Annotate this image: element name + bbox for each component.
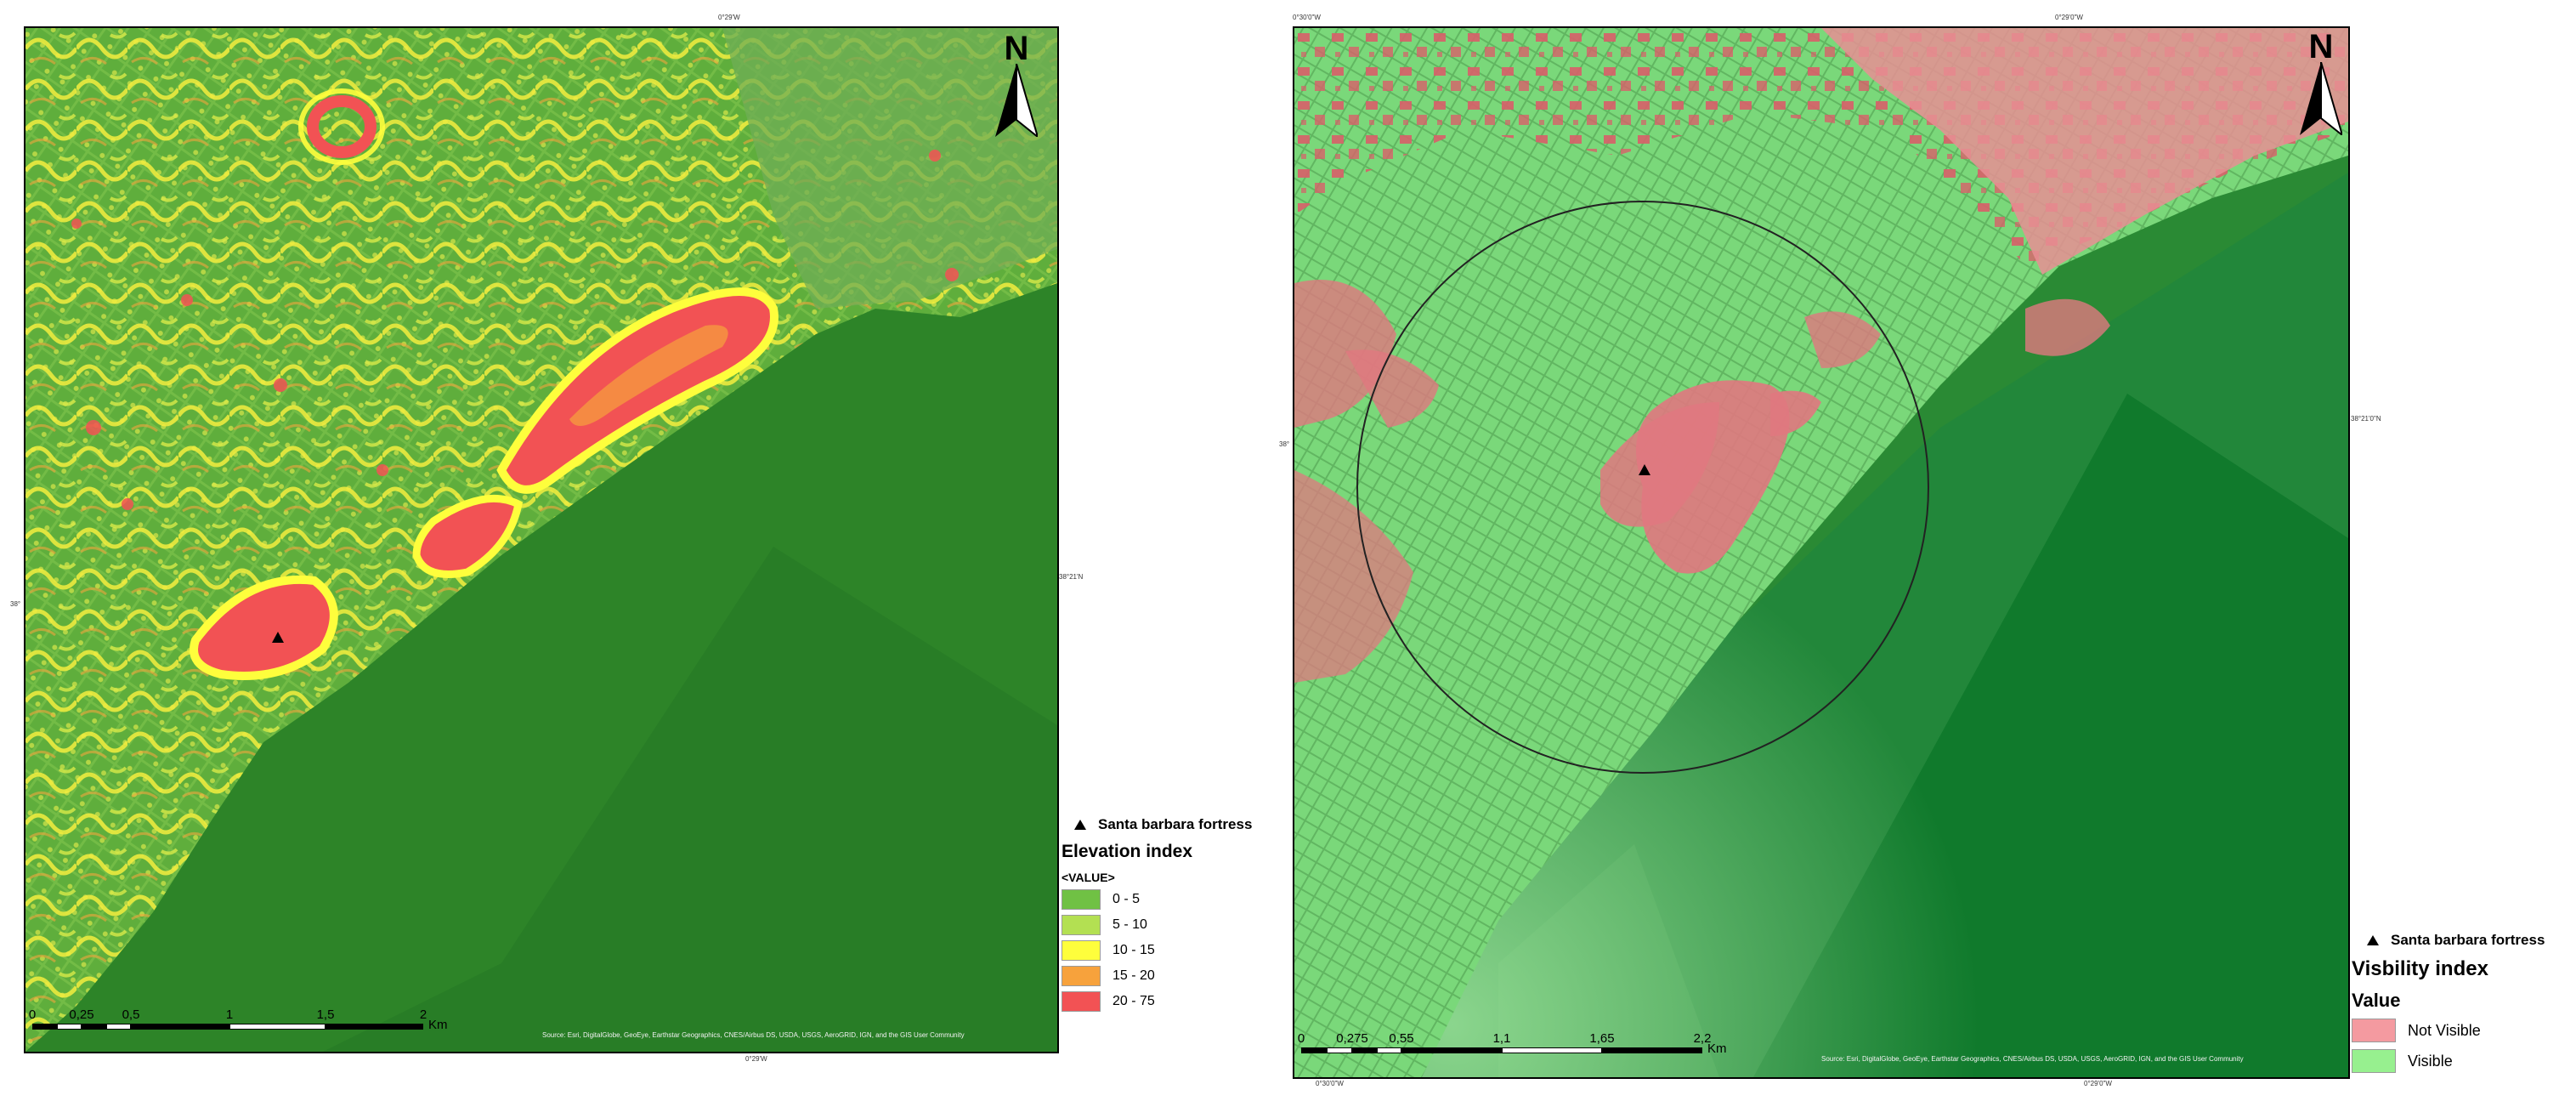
scale-unit: Km [1707, 1041, 1727, 1056]
legend-item-label: 0 - 5 [1112, 892, 1141, 906]
north-arrow: N [991, 31, 1042, 142]
legend-swatch [1062, 966, 1101, 986]
scale-segment [57, 1024, 82, 1030]
scale-bar: 0 0,25 0,5 1 1,5 2 Km [28, 1007, 474, 1041]
legend-title: Visbility index [2352, 957, 2488, 980]
north-arrow: N [2296, 30, 2347, 140]
legend-item: Not Visible [2352, 1019, 2545, 1042]
legend-swatch [2352, 1019, 2396, 1042]
elevation-legend: Santa barbara fortress Elevation index <… [1062, 816, 1252, 1012]
scale-bar: 0 0,275 0,55 1,1 1,65 2,2 Km [1297, 1031, 1743, 1065]
legend-item: 20 - 75 [1062, 991, 1252, 1012]
scale-segment [82, 1024, 106, 1030]
map-credits: Source: Esri, DigitalGlobe, GeoEye, Eart… [1821, 1055, 2244, 1063]
scale-tick: 2,2 [1693, 1031, 1712, 1046]
legend-item-label: 15 - 20 [1112, 968, 1155, 983]
scale-tick: 1,5 [316, 1007, 335, 1022]
legend-item-label: Visible [2408, 1052, 2453, 1070]
scale-tick: 0,5 [122, 1007, 140, 1022]
legend-swatch [1062, 991, 1101, 1012]
legend-title: Elevation index [1062, 842, 1193, 861]
scale-segment [229, 1024, 326, 1030]
north-label: N [1004, 30, 1029, 67]
legend-marker-row: Santa barbara fortress [2352, 932, 2545, 949]
visibility-map[interactable]: N 0 0,275 0,55 1,1 1,65 2,2 Km Source: E… [1293, 26, 2350, 1079]
coord-label-left: 38° [10, 600, 21, 608]
scale-segment [1377, 1047, 1401, 1053]
north-arrow-icon [2300, 62, 2342, 135]
legend-swatch [1062, 915, 1101, 935]
scale-tick: 1 [225, 1007, 234, 1022]
coord-label-top-right: 0°29'0"W [2055, 14, 2083, 21]
scale-tick: 2 [419, 1007, 427, 1022]
legend-swatch [1062, 889, 1101, 910]
north-arrow-icon [995, 64, 1038, 137]
legend-marker-label: Santa barbara fortress [1098, 816, 1253, 832]
scale-segment [1602, 1047, 1702, 1053]
scale-segment [1401, 1047, 1502, 1053]
legend-item: 0 - 5 [1062, 889, 1252, 910]
scale-segment [1301, 1047, 1327, 1053]
scale-tick: 0,25 [69, 1007, 94, 1022]
visibility-legend: Santa barbara fortress Visbility index V… [2352, 932, 2545, 1073]
legend-item-label: Not Visible [2408, 1021, 2481, 1039]
scale-unit: Km [428, 1018, 448, 1032]
scale-tick: 0 [1297, 1031, 1305, 1046]
coord-label-top: 0°29'W [718, 14, 740, 21]
triangle-marker-icon [2367, 935, 2379, 945]
scale-tick: 0,55 [1389, 1031, 1414, 1046]
coord-label-right: 38°21'0"N [2351, 415, 2381, 423]
legend-item: 5 - 10 [1062, 915, 1252, 935]
legend-item: 15 - 20 [1062, 966, 1252, 986]
scale-tick: 0,275 [1336, 1031, 1368, 1046]
north-label: N [2308, 28, 2334, 65]
triangle-marker-icon [1074, 820, 1086, 830]
legend-swatch [2352, 1049, 2396, 1073]
scale-tick: 0 [28, 1007, 37, 1022]
scale-tick: 1,65 [1589, 1031, 1615, 1046]
legend-item-label: 5 - 10 [1112, 917, 1147, 932]
legend-item: 10 - 15 [1062, 940, 1252, 961]
coord-label-left: 38° [1279, 440, 1290, 448]
scale-segment [32, 1024, 57, 1030]
visibility-raster [1294, 28, 2348, 1077]
scale-segment [1327, 1047, 1352, 1053]
legend-item: Visible [2352, 1049, 2545, 1073]
legend-subtitle: <VALUE> [1062, 871, 1115, 884]
scale-segment [1502, 1047, 1602, 1053]
coord-label-bottom: 0°29'W [745, 1055, 767, 1063]
scale-tick: 1,1 [1492, 1031, 1511, 1046]
legend-item-label: 10 - 15 [1112, 943, 1155, 957]
coord-label-top-left: 0°30'0"W [1293, 14, 1321, 21]
legend-swatch [1062, 940, 1101, 961]
legend-marker-label: Santa barbara fortress [2391, 932, 2545, 948]
coord-label-right: 38°21'N [1059, 573, 1084, 581]
scale-segment [1352, 1047, 1377, 1053]
elevation-raster [25, 28, 1057, 1052]
scale-segment [326, 1024, 423, 1030]
legend-marker-row: Santa barbara fortress [1074, 816, 1252, 833]
legend-subtitle: Value [2352, 990, 2401, 1011]
scale-segment [131, 1024, 229, 1030]
map-credits: Source: Esri, DigitalGlobe, GeoEye, Eart… [542, 1031, 965, 1039]
legend-item-label: 20 - 75 [1112, 994, 1155, 1008]
coord-label-bottom-right: 0°29'0"W [2084, 1080, 2112, 1087]
scale-segment [106, 1024, 131, 1030]
coord-label-bottom-left: 0°30'0"W [1316, 1080, 1344, 1087]
elevation-map[interactable]: N 0 0,25 0,5 1 1,5 2 Km Source: Esri, Di… [24, 26, 1059, 1053]
